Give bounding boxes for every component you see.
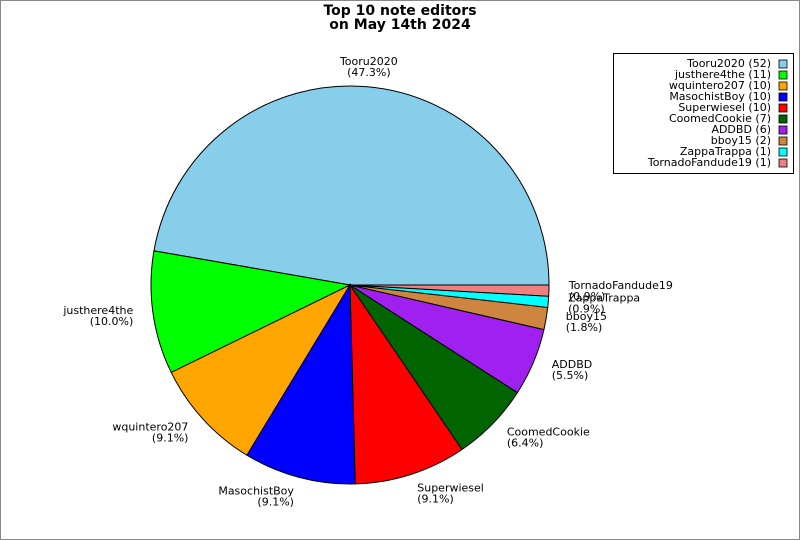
slice-percent: (5.5%) [552,369,589,382]
legend-swatch [778,103,788,113]
pie-slice [150,250,352,374]
legend-swatch [778,81,788,91]
slice-label: CoomedCookie [507,426,590,439]
pie-slice [246,283,356,485]
slice-label: MasochistBoy [218,485,294,498]
slice-label: ZappaTrappa [568,292,640,305]
slice-label: Tooru2020 [339,55,398,68]
slice-percent: (1.8%) [566,321,603,334]
legend-swatch [778,70,788,80]
slice-percent: (9.1%) [417,492,454,505]
slice-label: bboy15 [566,310,607,323]
slice-percent: (9.1%) [257,496,294,509]
legend-label: TornadoFandude19 (1) [647,156,771,169]
legend-swatch [778,114,788,124]
slice-percent: (9.1%) [152,432,189,445]
slice-percent: (47.3%) [347,66,391,79]
pie-slice [349,284,550,297]
slice-label: justhere4the [62,304,133,317]
legend-label: Tooru2020 (52) [686,57,771,70]
slice-percent: (10.0%) [90,315,134,328]
legend-label: bboy15 (2) [711,134,771,147]
slice-label: ADDBD [552,358,592,371]
slice-percent: (0.9%) [569,290,606,303]
legend-label: Superwiesel (10) [678,101,771,114]
legend-swatch [778,136,788,146]
legend-label: MasochistBoy (10) [669,90,771,103]
legend-swatch [778,147,788,157]
pie-slice [153,85,550,286]
legend-label: ADDBD (6) [711,123,771,136]
legend-label: wquintero207 (10) [669,79,771,92]
chart-subtitle: on May 14th 2024 [329,17,471,33]
slice-label: wquintero207 [112,421,188,434]
legend-swatch [778,125,788,135]
legend-label: ZappaTrappa (1) [680,145,771,158]
legend-swatch [778,158,788,168]
legend-swatch [778,59,788,69]
pie-slice [349,283,463,485]
pie-slice [170,283,352,456]
slice-percent: (0.9%) [568,303,605,316]
legend-box [613,53,794,174]
slice-percent: (6.4%) [507,437,544,450]
legend-label: CoomedCookie (7) [669,112,771,125]
legend-swatch [778,92,788,102]
legend-label: justhere4the (11) [674,68,771,81]
chart-title: Top 10 note editors [323,3,476,19]
slice-label: TornadoFandude19 [568,279,673,292]
slice-label: Superwiesel [417,481,484,494]
